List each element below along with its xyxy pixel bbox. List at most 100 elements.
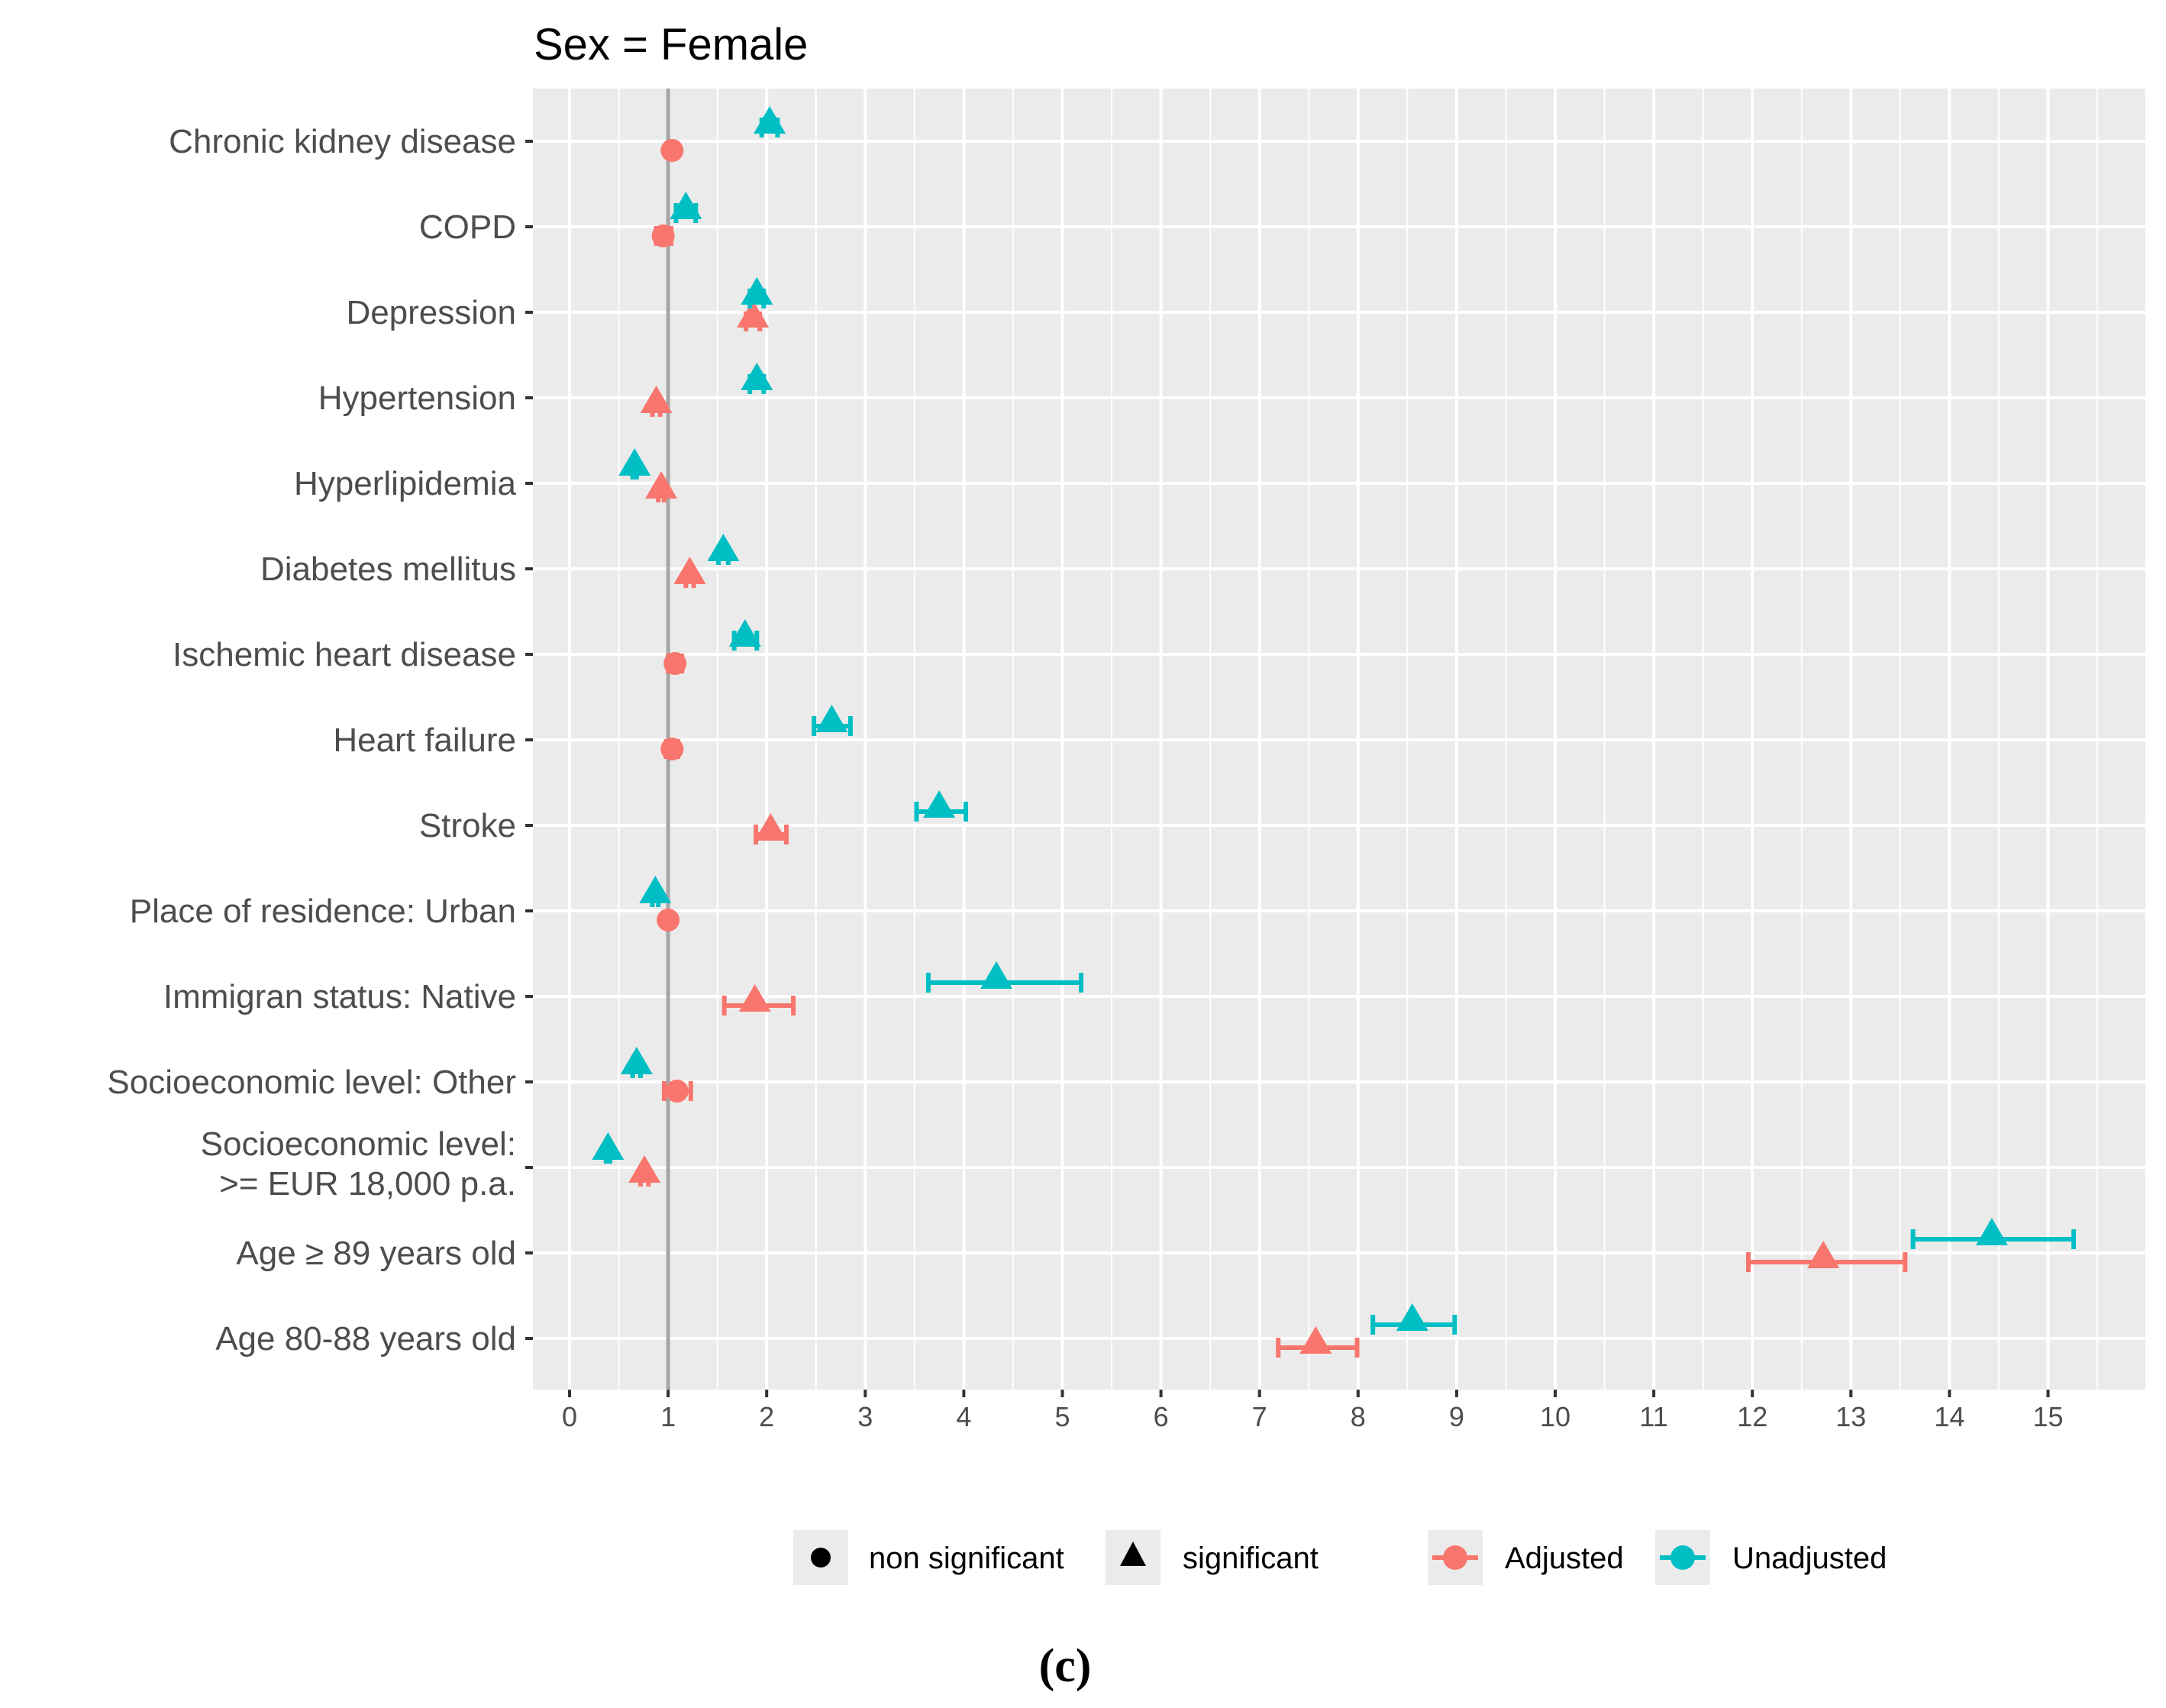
legend-label: Unadjusted (1732, 1542, 1887, 1575)
y-tick-label: Immigran status: Native (163, 978, 516, 1015)
triangle-marker (923, 790, 956, 818)
point-adjusted (628, 1155, 661, 1187)
triangle-marker (754, 106, 786, 134)
triangle-marker (618, 448, 651, 476)
y-tick-label: Heart failure (333, 722, 516, 759)
triangle-marker (980, 961, 1013, 989)
x-tick-label: 9 (1449, 1401, 1464, 1432)
triangle-marker (640, 386, 673, 413)
point-unadjusted (741, 363, 773, 394)
x-tick-label: 8 (1351, 1401, 1366, 1432)
legend-item-non-significant: non significant (793, 1530, 1064, 1585)
figure-caption: (c) (1039, 1640, 1092, 1692)
point-adjusted (721, 984, 796, 1015)
x-tick-label: 11 (1639, 1401, 1667, 1432)
x-tick-label: 3 (857, 1401, 873, 1432)
triangle-marker (639, 876, 672, 903)
legend-item-significant: significant (1106, 1530, 1319, 1585)
point-adjusted (661, 1080, 693, 1103)
y-tick-label-line: Socioeconomic level: (201, 1125, 516, 1163)
triangle-marker (620, 1047, 653, 1074)
circle-marker (663, 652, 687, 675)
y-tick-label: Stroke (419, 807, 516, 844)
data-marks (592, 106, 2077, 1358)
circle-icon (811, 1548, 831, 1568)
circle-marker (660, 139, 684, 162)
y-tick-label: Hypertension (318, 379, 516, 417)
point-unadjusted (639, 876, 672, 907)
triangle-marker (1807, 1241, 1840, 1268)
triangle-marker (645, 471, 678, 499)
point-adjusted (753, 813, 789, 844)
triangle-marker (738, 984, 771, 1012)
legend-label: Adjusted (1505, 1542, 1624, 1575)
y-tick-label-line: >= EUR 18,000 p.a. (219, 1165, 516, 1203)
legend-label: non significant (869, 1542, 1064, 1575)
point-unadjusted (812, 705, 853, 736)
legend: non significant significant Adjusted Una… (793, 1530, 1887, 1585)
triangle-marker (673, 557, 706, 584)
x-tick-label: 0 (562, 1401, 577, 1432)
y-tick-label: Socioeconomic level: Other (107, 1064, 516, 1101)
point-unadjusted (754, 106, 786, 137)
triangle-marker (1396, 1303, 1428, 1331)
point-unadjusted (728, 619, 761, 651)
triangle-marker (815, 705, 848, 732)
point-adjusted (663, 652, 687, 675)
triangle-marker (1975, 1218, 2008, 1245)
point-unadjusted (741, 277, 773, 308)
point-adjusted (660, 139, 684, 162)
triangle-marker (737, 300, 770, 328)
y-tick-label: Depression (346, 294, 516, 331)
triangle-marker (754, 813, 787, 841)
point-adjusted (645, 471, 678, 502)
x-tick-label: 10 (1540, 1401, 1570, 1432)
y-tick-label: Place of residence: Urban (130, 893, 516, 930)
triangle-marker (707, 534, 740, 561)
point-unadjusted (925, 961, 1084, 993)
point-adjusted (660, 738, 684, 760)
triangle-marker (628, 1155, 661, 1183)
point-adjusted (651, 224, 675, 247)
x-tick-label: 1 (660, 1401, 676, 1432)
y-tick-label: Diabetes mellitus (260, 550, 516, 588)
legend-item-adjusted: Adjusted (1428, 1530, 1624, 1585)
triangle-marker (741, 277, 773, 305)
point-unadjusted (620, 1047, 653, 1078)
point-unadjusted (1370, 1303, 1457, 1335)
y-tick-label: Age 80-88 years old (215, 1320, 516, 1358)
y-tick-label: Age ≥ 89 years old (236, 1235, 516, 1272)
x-tick-label: 12 (1737, 1401, 1767, 1432)
point-unadjusted (618, 448, 651, 479)
point-adjusted (640, 386, 673, 417)
triangle-marker (728, 619, 761, 647)
point-unadjusted (592, 1132, 625, 1164)
x-tick-label: 4 (956, 1401, 971, 1432)
x-tick-label: 14 (1934, 1401, 1964, 1432)
triangle-marker (1299, 1326, 1332, 1354)
y-tick-label: COPD (419, 208, 516, 246)
point-unadjusted (670, 192, 702, 223)
y-tick-label: Ischemic heart disease (173, 636, 516, 673)
circle-marker (657, 909, 680, 931)
y-tick-label: Socioeconomic level: >= EUR 18,000 p.a. (201, 1125, 516, 1203)
circle-marker (651, 224, 675, 247)
circle-icon (1443, 1545, 1467, 1570)
point-unadjusted (1910, 1218, 2077, 1249)
x-tick-label: 6 (1154, 1401, 1169, 1432)
grid-lines (533, 89, 2145, 1390)
y-tick-label: Hyperlipidemia (294, 465, 517, 502)
point-adjusted (1276, 1326, 1360, 1358)
x-axis-ticks: 0 1 2 3 4 5 6 7 8 9 10 11 12 13 14 15 (562, 1390, 2064, 1432)
triangle-marker (670, 192, 702, 219)
point-adjusted (673, 557, 706, 588)
circle-icon (1670, 1545, 1695, 1570)
y-axis-labels: Chronic kidney disease COPD Depression Hype… (107, 123, 533, 1358)
triangle-icon (1120, 1542, 1146, 1566)
circle-marker (665, 1080, 689, 1103)
y-tick-label: Chronic kidney disease (169, 123, 516, 160)
point-adjusted (1746, 1241, 1908, 1272)
point-adjusted (657, 909, 680, 931)
circle-marker (660, 738, 684, 760)
